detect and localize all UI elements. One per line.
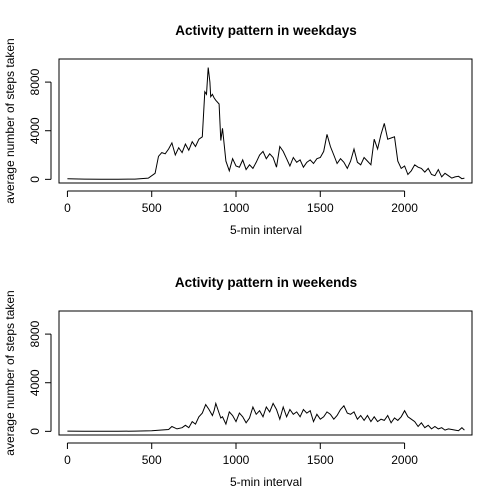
- weekdays-x-tick-label: 1500: [307, 201, 334, 215]
- weekends-y-axis-label: average number of steps taken: [3, 290, 17, 455]
- weekdays-x-tick-label: 0: [64, 201, 71, 215]
- weekends-x-ticks: 0 500 1000 1500 2000: [64, 442, 418, 467]
- weekdays-plot-frame: [58, 58, 473, 184]
- weekdays-x-ticks: 0 500 1000 1500 2000: [64, 190, 418, 215]
- weekends-y-tick-label: 4000: [28, 369, 42, 396]
- weekdays-x-axis-label: 5-min interval: [230, 223, 302, 237]
- weekdays-x-tick-label: 500: [142, 201, 162, 215]
- weekends-plot-frame: [58, 310, 473, 436]
- weekends-x-tick-label: 1500: [307, 453, 334, 467]
- weekends-x-axis-label: 5-min interval: [230, 475, 302, 489]
- weekends-panel: Activity pattern in weekends 5-min inter…: [3, 275, 473, 489]
- weekdays-x-tick-label: 1000: [223, 201, 250, 215]
- weekends-title: Activity pattern in weekends: [175, 275, 357, 290]
- weekdays-y-tick-label: 4000: [28, 117, 42, 144]
- weekends-x-tick-label: 2000: [391, 453, 418, 467]
- weekdays-panel: Activity pattern in weekdays 5-min inter…: [3, 23, 473, 237]
- weekends-y-tick-label: 0: [28, 428, 42, 435]
- weekends-y-tick-label: 8000: [28, 320, 42, 347]
- weekdays-series-line: [67, 67, 465, 180]
- weekends-x-tick-label: 0: [64, 453, 71, 467]
- weekdays-title: Activity pattern in weekdays: [175, 23, 357, 38]
- weekdays-y-tick-label: 0: [28, 176, 42, 183]
- weekends-x-tick-label: 1000: [223, 453, 250, 467]
- weekdays-y-tick-label: 8000: [28, 68, 42, 95]
- weekends-x-tick-label: 500: [142, 453, 162, 467]
- weekdays-y-ticks: 0 4000 8000: [28, 68, 52, 183]
- weekdays-y-axis-label: average number of steps taken: [3, 38, 17, 203]
- weekdays-x-tick-label: 2000: [391, 201, 418, 215]
- weekends-y-ticks: 0 4000 8000: [28, 320, 52, 435]
- weekends-series-line: [67, 401, 465, 432]
